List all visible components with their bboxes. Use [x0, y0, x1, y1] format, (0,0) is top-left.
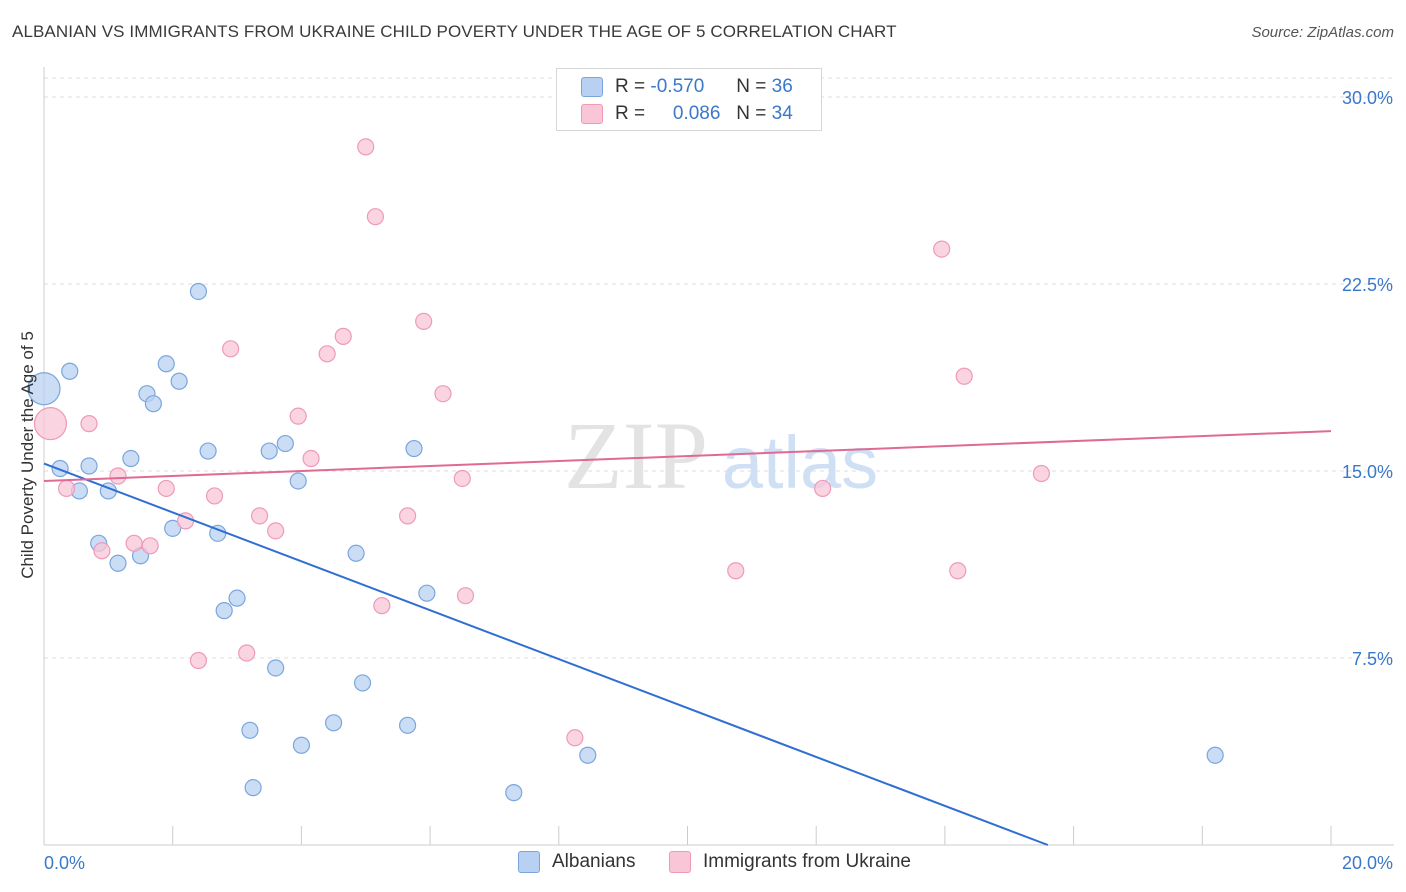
albanian-point — [505, 784, 523, 802]
albanian-point — [244, 779, 262, 797]
ukraine-point — [453, 469, 471, 488]
ukraine-point — [955, 367, 973, 385]
legend-n-value: 34 — [771, 103, 793, 124]
albanian-point — [579, 746, 597, 764]
ukraine-point — [334, 327, 352, 345]
albanian-point — [199, 442, 217, 460]
legend-n-label: N = — [736, 76, 767, 97]
ukraine-point — [933, 240, 951, 258]
albanian-point — [292, 736, 310, 754]
x-tick-label: 20.0% — [1342, 853, 1393, 873]
albanian-point — [109, 554, 127, 572]
albanian-point — [122, 449, 140, 468]
legend-row-albanians: R = -0.570 N = 36 — [581, 75, 793, 99]
ukraine-point — [250, 507, 269, 525]
ukraine-point — [434, 385, 452, 403]
ukraine-point — [373, 597, 391, 615]
ukraine-point — [93, 542, 111, 560]
chart-title: ALBANIAN VS IMMIGRANTS FROM UKRAINE CHIL… — [12, 22, 897, 41]
ukraine-point — [302, 449, 320, 468]
albanian-point — [51, 459, 69, 478]
ukraine-point — [189, 651, 208, 670]
legend-label-albanians: Albanians — [552, 851, 636, 872]
legend-n-label: N = — [736, 103, 767, 124]
ukraine-point — [357, 138, 375, 156]
ukraine-point — [949, 562, 967, 580]
ukraine-point — [814, 479, 832, 498]
series-legend: Albanians Immigrants from Ukraine — [0, 851, 1406, 877]
y-tick-label: 7.5% — [1352, 649, 1393, 669]
albanian-point — [144, 395, 162, 413]
ukraine-point — [109, 467, 127, 485]
ukraine-point — [222, 340, 240, 358]
correlation-legend: R = -0.570 N = 36 R = 0.086 N = 34 — [556, 68, 822, 131]
ukraine-point — [415, 312, 433, 330]
albanian-point — [324, 714, 343, 732]
blue-swatch-icon — [518, 851, 540, 873]
ukraine-point — [238, 644, 256, 662]
blue-swatch-icon — [581, 77, 603, 97]
albanian-point — [80, 457, 98, 475]
ukraine-point — [205, 487, 224, 505]
albanian-point — [267, 659, 285, 677]
albanian-point — [61, 362, 79, 380]
albanian-point — [405, 439, 423, 458]
albanian-point — [228, 589, 246, 607]
legend-r-label: R = — [615, 76, 646, 97]
albanian-point — [189, 282, 208, 301]
source-credit: Source: ZipAtlas.com — [1251, 24, 1394, 41]
ukraine-point — [125, 534, 143, 552]
legend-row-ukraine: R = 0.086 N = 34 — [581, 102, 793, 126]
albanian-point — [260, 442, 278, 460]
ukraine-point — [566, 729, 584, 747]
albanian-point — [347, 544, 365, 562]
ukraine-point — [318, 345, 336, 363]
legend-item-ukraine: Immigrants from Ukraine — [669, 851, 911, 873]
y-tick-label: 30.0% — [1342, 88, 1393, 108]
albanian-point — [215, 602, 233, 620]
albanian-trend-line — [43, 462, 1049, 846]
x-tick-label: 0.0% — [44, 853, 85, 873]
ukraine-point — [289, 407, 307, 425]
legend-n-value: 36 — [771, 76, 793, 97]
ukraine-point — [57, 479, 76, 498]
albanian-point — [398, 716, 417, 734]
y-axis-label: Child Poverty Under the Age of 5 — [18, 331, 37, 579]
ukraine-point — [267, 522, 285, 540]
ukraine-point — [398, 507, 417, 525]
ukraine-point — [80, 415, 98, 433]
albanian-point — [418, 584, 436, 602]
legend-item-albanians: Albanians — [518, 851, 635, 873]
ukraine-point — [33, 407, 68, 441]
watermark-atlas: atlas — [722, 421, 878, 504]
albanian-point — [1206, 746, 1224, 764]
albanian-point — [289, 472, 307, 490]
ukraine-point — [141, 537, 159, 555]
albanian-point — [27, 372, 61, 406]
legend-label-ukraine: Immigrants from Ukraine — [703, 851, 911, 872]
ukraine-point — [1032, 464, 1051, 483]
albanian-point — [353, 674, 372, 692]
albanian-point — [276, 434, 294, 453]
pink-swatch-icon — [669, 851, 691, 873]
legend-r-label: R = — [615, 103, 646, 124]
albanian-point — [164, 519, 182, 537]
albanian-point — [241, 721, 259, 739]
albanian-point — [170, 372, 188, 390]
albanian-point — [157, 355, 175, 373]
pink-swatch-icon — [581, 104, 603, 124]
ukraine-point — [157, 479, 175, 498]
y-tick-label: 22.5% — [1342, 275, 1393, 295]
y-tick-label: 15.0% — [1342, 462, 1393, 482]
legend-r-value: -0.570 — [650, 76, 705, 97]
ukraine-trend-line — [43, 430, 1332, 482]
ukraine-point — [456, 587, 475, 605]
ukraine-point — [727, 562, 745, 580]
ukraine-point — [366, 208, 385, 226]
legend-r-value: 0.086 — [672, 103, 721, 124]
